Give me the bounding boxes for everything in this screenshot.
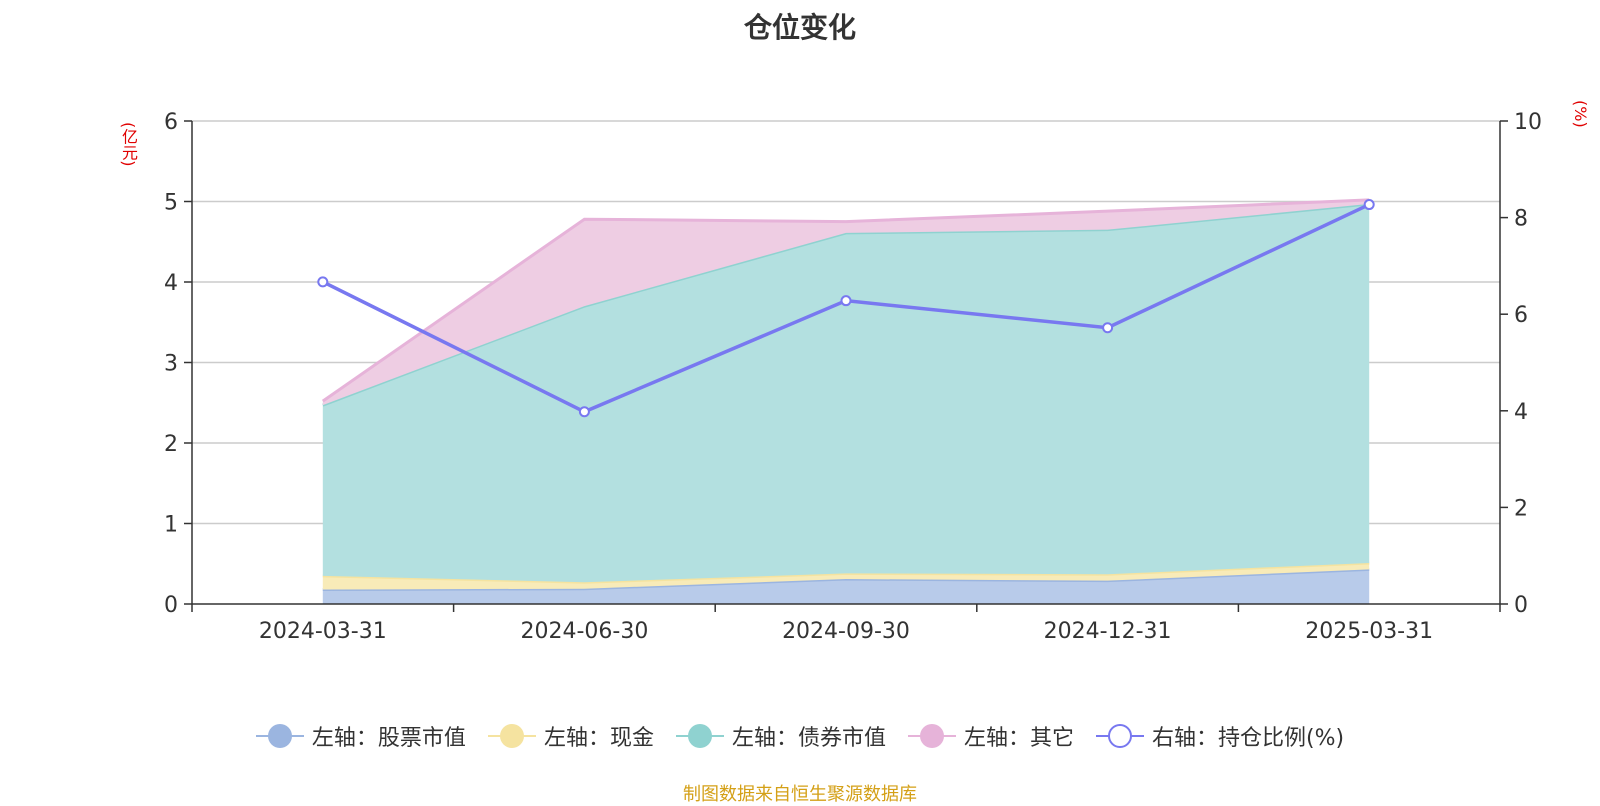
ratio-point (840, 295, 852, 307)
x-tick-label: 2024-03-31 (259, 619, 387, 644)
right-tick-label: 6 (1514, 303, 1528, 328)
filled-circle-icon (255, 722, 304, 750)
legend-label: 右轴：持仓比例(%) (1151, 726, 1345, 751)
ratio-line (317, 199, 1375, 418)
left-tick-label: 1 (164, 513, 178, 538)
right-tick-label: 10 (1514, 110, 1542, 135)
right-tick-label: 0 (1514, 593, 1528, 618)
chart-canvas: 0 1 2 3 4 5 6 0 2 4 6 8 10 2024-03-31 2024-06-30 2024-0… (164, 110, 1542, 644)
axes: 0 1 2 3 4 5 6 0 2 4 6 8 10 2024-03-31 2024-06-30 2024-0… (164, 110, 1542, 644)
area-1 (322, 569, 1370, 604)
left-tick-label: 3 (164, 352, 178, 377)
legend-label: 左轴：债券市值 (731, 726, 886, 751)
data-source-note: 制图数据来自恒生聚源数据库 (683, 784, 917, 805)
right-tick-label: 4 (1514, 400, 1528, 425)
left-tick-label: 0 (164, 593, 178, 618)
stacked-areas (321, 198, 1370, 604)
x-tick-label: 2025-03-31 (1305, 619, 1433, 644)
area-4 (322, 199, 1370, 406)
left-axis-unit: (亿元) (119, 122, 138, 167)
ratio-point (1363, 199, 1375, 211)
hollow-circle-icon (1095, 722, 1144, 750)
legend-item-4[interactable]: 左轴：其它 (907, 720, 1074, 752)
ratio-point (578, 406, 590, 418)
filled-circle-icon (487, 722, 536, 750)
x-tick-label: 2024-09-30 (782, 619, 910, 644)
chart-title: 仓位变化 (743, 11, 856, 44)
ratio-point (1102, 322, 1114, 334)
right-axis-unit: (%) (1571, 100, 1590, 128)
left-tick-label: 2 (164, 432, 178, 457)
right-tick-label: 2 (1514, 496, 1528, 521)
right-tick-label: 8 (1514, 207, 1528, 232)
filled-circle-icon (675, 722, 724, 750)
legend: 左轴：股票市值 左轴：现金 左轴：债券市值 左轴：其它 右轴：持仓比例(%) (0, 720, 1600, 752)
left-tick-label: 5 (164, 191, 178, 216)
legend-label: 左轴：现金 (543, 726, 654, 751)
legend-label: 左轴：股票市值 (311, 726, 466, 751)
legend-item-5[interactable]: 右轴：持仓比例(%) (1095, 720, 1345, 752)
area-edge-4 (321, 198, 1370, 403)
legend-item-1[interactable]: 左轴：股票市值 (255, 720, 466, 752)
ratio-point (317, 276, 329, 288)
legend-label: 左轴：其它 (963, 726, 1074, 751)
filled-circle-icon (907, 722, 956, 750)
area-3 (322, 203, 1370, 583)
x-tick-label: 2024-06-30 (520, 619, 648, 644)
x-tick-label: 2024-12-31 (1044, 619, 1172, 644)
left-tick-label: 4 (164, 271, 178, 296)
legend-item-2[interactable]: 左轴：现金 (487, 720, 654, 752)
legend-item-3[interactable]: 左轴：债券市值 (675, 720, 886, 752)
left-tick-label: 6 (164, 110, 178, 135)
